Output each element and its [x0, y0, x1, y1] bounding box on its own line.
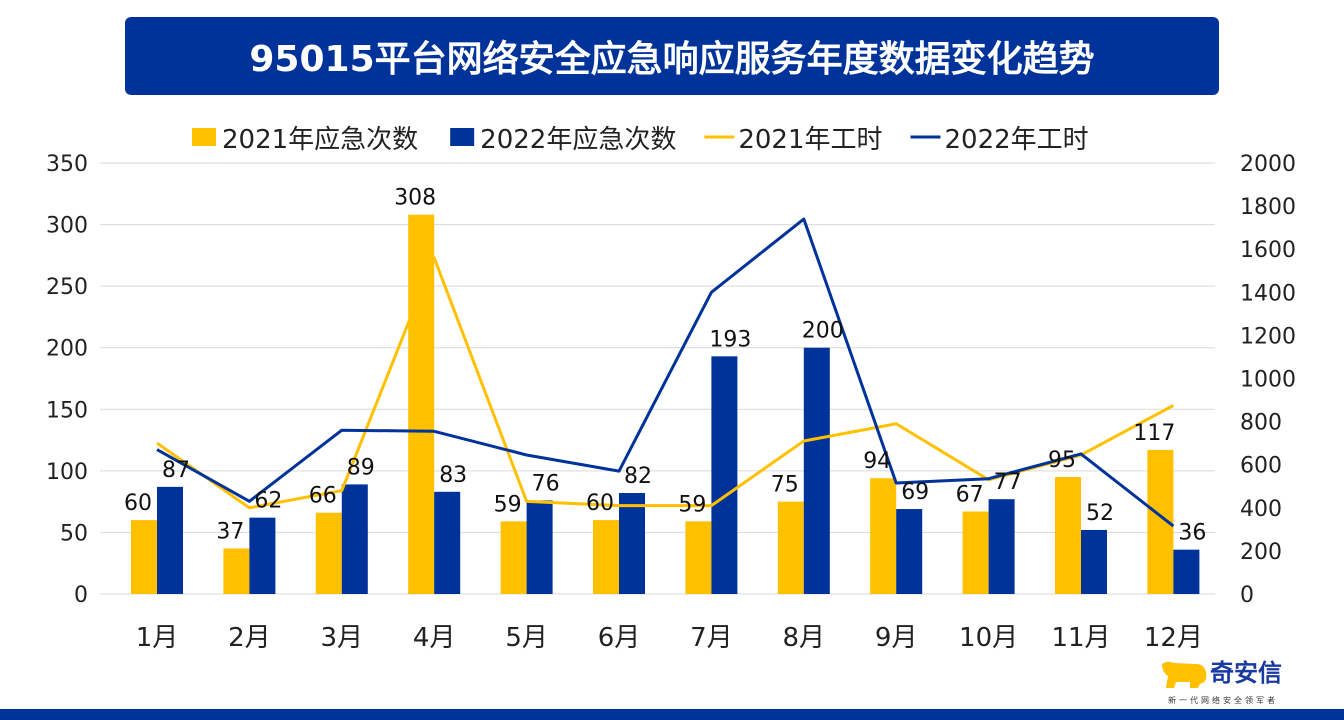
x-tick-label: 1月	[136, 623, 179, 653]
bar-2	[526, 500, 553, 594]
bar-1	[962, 511, 989, 594]
data-label: 59	[494, 492, 522, 517]
x-tick-label: 11月	[1051, 623, 1110, 653]
data-label: 36	[1178, 521, 1206, 546]
y-left-tick-label: 100	[46, 460, 88, 485]
data-label: 193	[709, 327, 751, 352]
bar-2	[711, 356, 738, 594]
y-right-tick-label: 1000	[1240, 368, 1296, 393]
bar-2	[249, 517, 276, 594]
y-left-tick-label: 50	[60, 521, 88, 546]
legend-swatch	[450, 128, 475, 146]
bar-2	[341, 484, 368, 594]
bar-2	[619, 493, 645, 594]
x-tick-label: 7月	[690, 623, 733, 653]
bottom-bar	[0, 709, 1344, 720]
data-label: 94	[863, 449, 891, 474]
bar-1	[685, 521, 712, 594]
x-tick-label: 10月	[959, 623, 1018, 653]
y-right-tick-label: 600	[1240, 454, 1282, 479]
legend-label: 2022年应急次数	[480, 125, 676, 155]
logo-name: 奇安信	[1210, 659, 1282, 687]
data-label: 67	[956, 482, 984, 507]
bar-2	[157, 486, 183, 594]
x-tick-label: 4月	[413, 623, 456, 653]
x-tick-label: 2月	[228, 623, 271, 653]
data-label: 89	[347, 455, 375, 480]
bar-1	[408, 214, 435, 594]
data-label: 69	[901, 480, 929, 505]
data-label: 76	[532, 471, 560, 496]
bar-1	[870, 478, 897, 594]
y-left-tick-label: 250	[46, 275, 88, 300]
chart-title: 95015平台网络安全应急响应服务年度数据变化趋势	[125, 17, 1219, 95]
data-label: 60	[586, 491, 614, 516]
data-label: 83	[439, 463, 467, 488]
y-right-tick-label: 1600	[1240, 238, 1296, 263]
y-left-tick-label: 0	[74, 583, 88, 608]
x-tick-label: 6月	[598, 623, 641, 653]
data-label: 62	[254, 489, 282, 514]
legend-label: 2021年应急次数	[222, 125, 418, 155]
y-right-tick-label: 1200	[1240, 324, 1296, 349]
data-label: 87	[162, 458, 190, 483]
legend-label: 2022年工时	[945, 125, 1089, 155]
data-label: 200	[802, 319, 844, 344]
data-label: 75	[771, 473, 799, 498]
data-label: 117	[1133, 421, 1175, 446]
x-tick-label: 3月	[321, 623, 364, 653]
bar-2	[988, 499, 1015, 594]
line-2	[156, 217, 1175, 528]
x-tick-label: 8月	[783, 623, 826, 653]
data-label: 77	[994, 470, 1022, 495]
data-label: 308	[394, 186, 436, 211]
data-label: 52	[1086, 501, 1114, 526]
data-label: 59	[678, 492, 706, 517]
data-label: 37	[216, 519, 244, 544]
y-left-tick-label: 200	[46, 337, 88, 362]
bar-2	[1173, 549, 1200, 594]
y-right-tick-label: 1800	[1240, 195, 1296, 220]
bar-2	[434, 491, 461, 594]
bar-2	[896, 509, 923, 594]
y-right-tick-label: 1400	[1240, 281, 1296, 306]
bar-1	[223, 548, 250, 594]
y-right-tick-label: 2000	[1240, 152, 1296, 177]
y-right-tick-label: 800	[1240, 411, 1282, 436]
data-label: 60	[124, 491, 152, 516]
bar-1	[777, 501, 804, 594]
data-label: 66	[309, 484, 337, 509]
x-tick-label: 12月	[1144, 623, 1203, 653]
y-left-tick-label: 350	[46, 152, 88, 177]
x-tick-label: 9月	[875, 623, 918, 653]
y-right-tick-label: 400	[1240, 497, 1282, 522]
legend-label: 2021年工时	[738, 125, 882, 155]
bar-1	[500, 521, 527, 594]
data-label: 82	[624, 464, 652, 489]
bar-1	[593, 520, 619, 594]
logo-tagline: 新一代网络安全领军者	[1168, 696, 1278, 705]
legend-swatch	[192, 128, 216, 146]
bar-2	[803, 347, 830, 594]
x-tick-label: 5月	[505, 623, 548, 653]
y-left-tick-label: 300	[46, 214, 88, 239]
bar-2	[1081, 529, 1107, 594]
tiger-logo-icon	[1162, 661, 1207, 688]
data-label: 95	[1048, 448, 1076, 473]
y-right-tick-label: 0	[1240, 583, 1254, 608]
y-right-tick-label: 200	[1240, 540, 1282, 565]
bar-1	[315, 512, 342, 594]
bar-1	[1055, 477, 1081, 594]
y-left-tick-label: 150	[46, 398, 88, 423]
bar-1	[131, 520, 157, 594]
